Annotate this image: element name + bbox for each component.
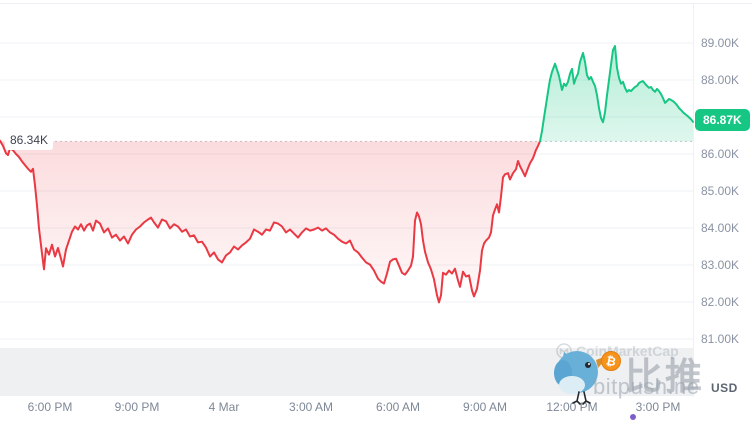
y-axis-label: 83.00K (701, 258, 740, 272)
x-axis-label: 9:00 AM (462, 400, 508, 414)
x-axis-label: 6:00 PM (27, 400, 73, 414)
y-axis-label: 84.00K (701, 221, 740, 235)
price-above-prev-close-line (539, 45, 694, 143)
event-marker-dot (630, 414, 636, 420)
bitcoin-icon: ₿ (601, 351, 621, 371)
price-below-prev-close-fill (0, 140, 540, 303)
x-axis-label: 3:00 PM (635, 400, 681, 414)
y-axis-label: 89.00K (701, 36, 740, 50)
bitpush-site-watermark: bitpush.ne (593, 374, 700, 399)
chart-top-border (0, 3, 752, 4)
y-axis-label: 86.00K (701, 147, 740, 161)
x-axis-label: 4 Mar (208, 400, 240, 414)
current-price-badge: 86.87K (695, 109, 750, 131)
price-below-prev-close-line (0, 139, 541, 304)
y-axis-label: 88.00K (701, 73, 740, 87)
coinmarketcap-watermark-text: CoinMarketCap (576, 343, 679, 359)
x-axis-label: 6:00 AM (375, 400, 421, 414)
currency-label: USD (711, 381, 738, 395)
x-axis-label: 12:00 PM (546, 400, 598, 414)
x-axis-label: 3:00 AM (288, 400, 334, 414)
bitpush-cn-watermark: 比推 (625, 356, 705, 397)
price-line-series (0, 45, 694, 304)
y-axis-line (693, 4, 694, 397)
twitter-bird-icon: ₿ (554, 351, 621, 405)
y-axis-label: 85.00K (701, 184, 740, 198)
svg-text:₿: ₿ (605, 353, 618, 369)
prev-close-price-label: 86.34K (5, 131, 54, 150)
x-axis-label: 9:00 PM (114, 400, 160, 414)
price-above-prev-close-fill (540, 46, 693, 142)
y-axis-label: 81.00K (701, 332, 740, 346)
marker-dot (630, 414, 636, 420)
y-axis-label: 82.00K (701, 295, 740, 309)
